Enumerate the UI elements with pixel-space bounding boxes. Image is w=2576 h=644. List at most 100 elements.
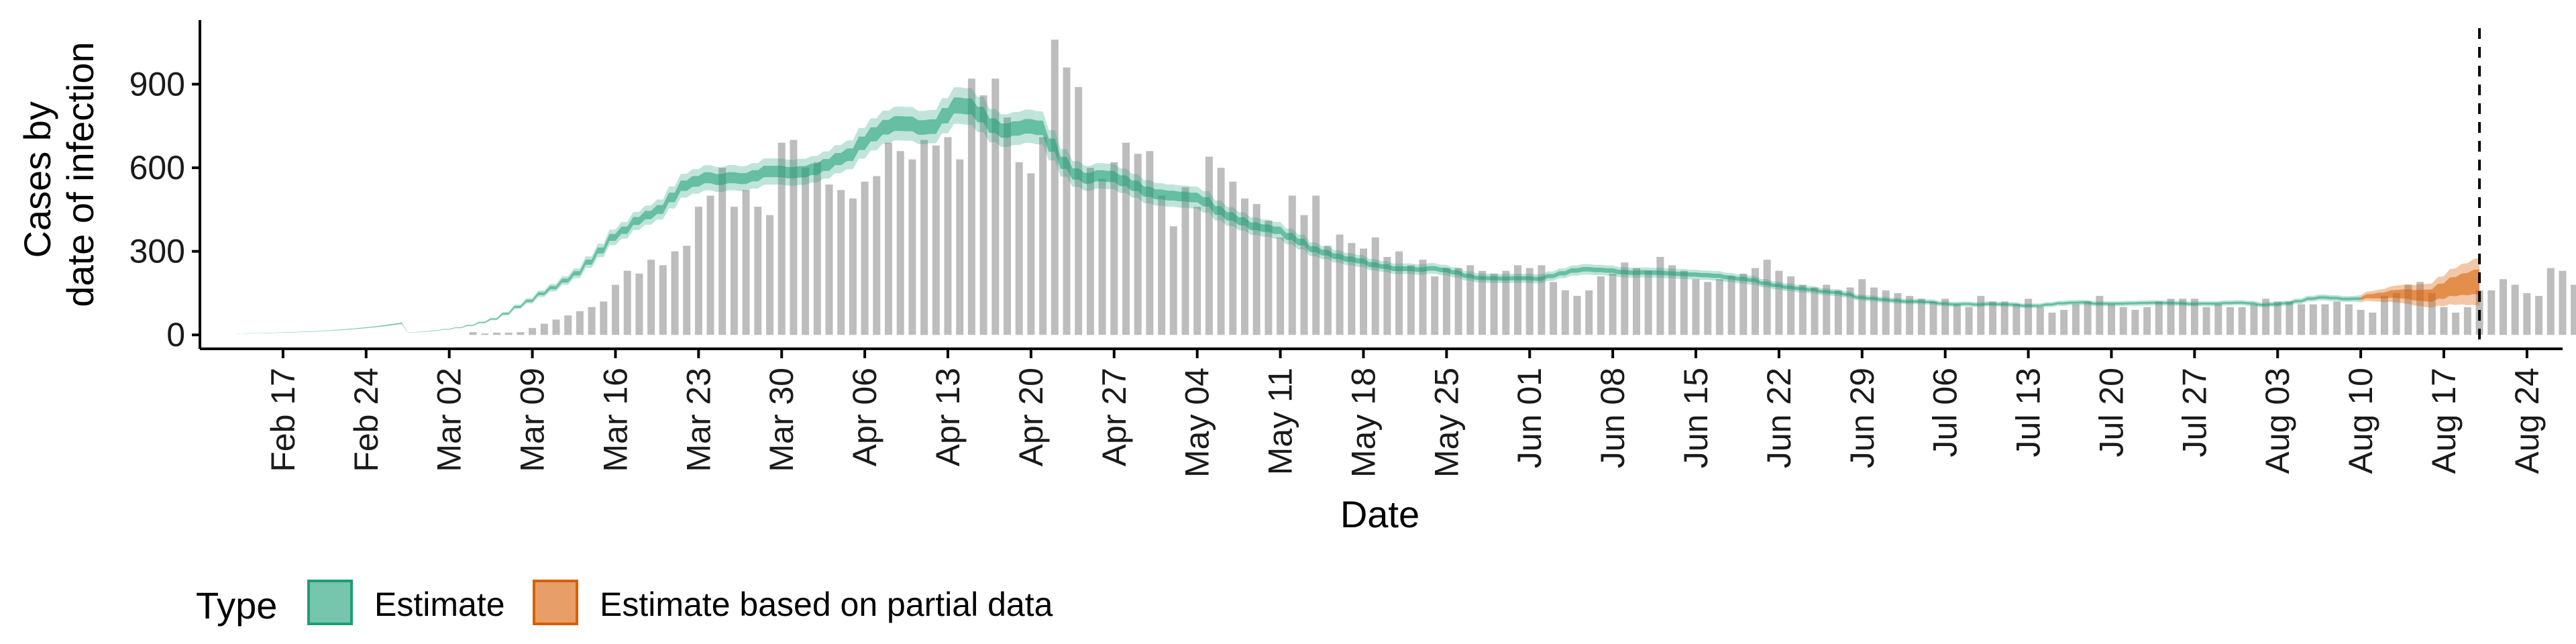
observed-bar: [647, 260, 655, 335]
observed-bar: [2345, 304, 2353, 335]
observed-bar: [1775, 270, 1783, 335]
x-tick-label: Apr 13: [929, 368, 967, 466]
observed-bar: [1324, 246, 1332, 335]
y-axis-ticks: 0 300 600 900: [129, 66, 200, 354]
observed-bar: [979, 95, 987, 335]
observed-bar: [2487, 290, 2496, 335]
observed-bar: [2012, 304, 2021, 335]
y-tick-label: 300: [129, 233, 185, 270]
observed-bar: [529, 327, 537, 335]
observed-bar: [2571, 284, 2576, 335]
observed-bar: [552, 319, 560, 335]
observed-bar: [1502, 270, 1510, 335]
observed-bar: [2060, 309, 2068, 335]
x-tick-label: Mar 09: [514, 368, 551, 472]
observed-bar: [2250, 304, 2258, 335]
observed-bar: [742, 190, 750, 335]
observed-bar: [920, 140, 928, 335]
observed-bar: [1063, 67, 1071, 335]
observed-bar: [2381, 296, 2388, 335]
observed-bar: [1277, 237, 1285, 335]
observed-bar: [1514, 265, 1521, 335]
x-tick-label: May 11: [1262, 368, 1299, 475]
observed-bar: [2202, 307, 2210, 335]
observed-bar: [1644, 270, 1652, 335]
observed-bar: [1929, 301, 1937, 335]
observed-bars: [469, 40, 2576, 335]
partial-ribbon-inner: [2361, 269, 2480, 302]
y-axis-title-line-1: Cases by: [16, 101, 58, 258]
observed-bar: [1407, 265, 1415, 335]
observed-bar: [1787, 276, 1795, 335]
observed-bar: [2463, 307, 2471, 335]
observed-bar: [1371, 237, 1379, 335]
observed-bar: [837, 190, 845, 335]
observed-bar: [1146, 151, 1154, 335]
observed-bar: [2298, 304, 2306, 335]
observed-bar: [1715, 279, 1723, 335]
observed-bar: [2119, 307, 2127, 335]
observed-bar: [2428, 292, 2436, 335]
x-tick-label: May 04: [1179, 368, 1216, 478]
observed-bar: [481, 333, 489, 335]
x-tick-label: Mar 02: [431, 368, 468, 472]
observed-bar: [777, 142, 786, 335]
observed-bar: [1834, 290, 1842, 335]
observed-bar: [1727, 276, 1735, 335]
observed-bar: [1989, 301, 1996, 335]
x-tick-label: Aug 10: [2342, 368, 2379, 474]
x-tick-label: Jul 20: [2093, 368, 2131, 457]
observed-bar: [766, 215, 773, 335]
x-tick-label: Apr 27: [1095, 368, 1133, 466]
observed-bar: [2321, 304, 2329, 335]
observed-bar: [1229, 181, 1237, 335]
observed-bar: [908, 159, 916, 335]
observed-bar: [1763, 260, 1771, 335]
observed-bar: [2535, 296, 2543, 335]
observed-bar: [694, 207, 702, 335]
observed-bar: [1454, 268, 1462, 335]
observed-bar: [1015, 162, 1023, 335]
observed-bar: [1621, 262, 1629, 335]
observed-bar: [1799, 284, 1807, 335]
observed-bar: [1977, 296, 1985, 335]
observed-bar: [2404, 284, 2412, 335]
y-tick-label: 0: [166, 316, 185, 354]
observed-bar: [2025, 299, 2033, 335]
observed-bar: [1823, 284, 1831, 335]
observed-bar: [790, 140, 798, 335]
x-tick-label: May 18: [1345, 368, 1383, 478]
observed-bar: [588, 307, 596, 335]
x-tick-label: Mar 30: [763, 368, 800, 472]
observed-bar: [2262, 299, 2270, 335]
x-tick-label: Aug 03: [2259, 368, 2296, 474]
observed-bar: [2357, 309, 2365, 335]
y-axis-title: Cases by date of infection: [16, 42, 101, 307]
observed-bar: [1490, 273, 1498, 335]
observed-bar: [1169, 226, 1177, 335]
observed-bar: [1882, 290, 1890, 335]
legend: Type Estimate Estimate based on partial …: [196, 580, 1053, 627]
observed-bar: [1538, 265, 1546, 335]
observed-bar: [1004, 117, 1011, 335]
observed-bar: [1585, 290, 1593, 335]
observed-bar: [2226, 307, 2234, 335]
observed-bar: [1181, 187, 1189, 335]
observed-bar: [2559, 270, 2567, 335]
observed-bar: [1442, 268, 1450, 335]
observed-bar: [1917, 299, 1925, 335]
x-tick-label: Feb 24: [347, 368, 385, 472]
observed-bar: [730, 207, 738, 335]
estimate-ribbon-outer: [235, 87, 2361, 334]
observed-bar: [1265, 221, 1273, 335]
observed-bar: [706, 195, 714, 335]
observed-bar: [1217, 168, 1225, 335]
observed-bar: [1870, 287, 1878, 335]
observed-bar: [1680, 270, 1688, 335]
observed-bar: [612, 284, 619, 335]
legend-label-estimate: Estimate: [374, 586, 505, 623]
observed-bar: [1193, 207, 1201, 335]
x-tick-label: Jul 27: [2176, 368, 2213, 457]
x-tick-label: Aug 24: [2508, 368, 2546, 474]
observed-bar: [2333, 301, 2341, 335]
